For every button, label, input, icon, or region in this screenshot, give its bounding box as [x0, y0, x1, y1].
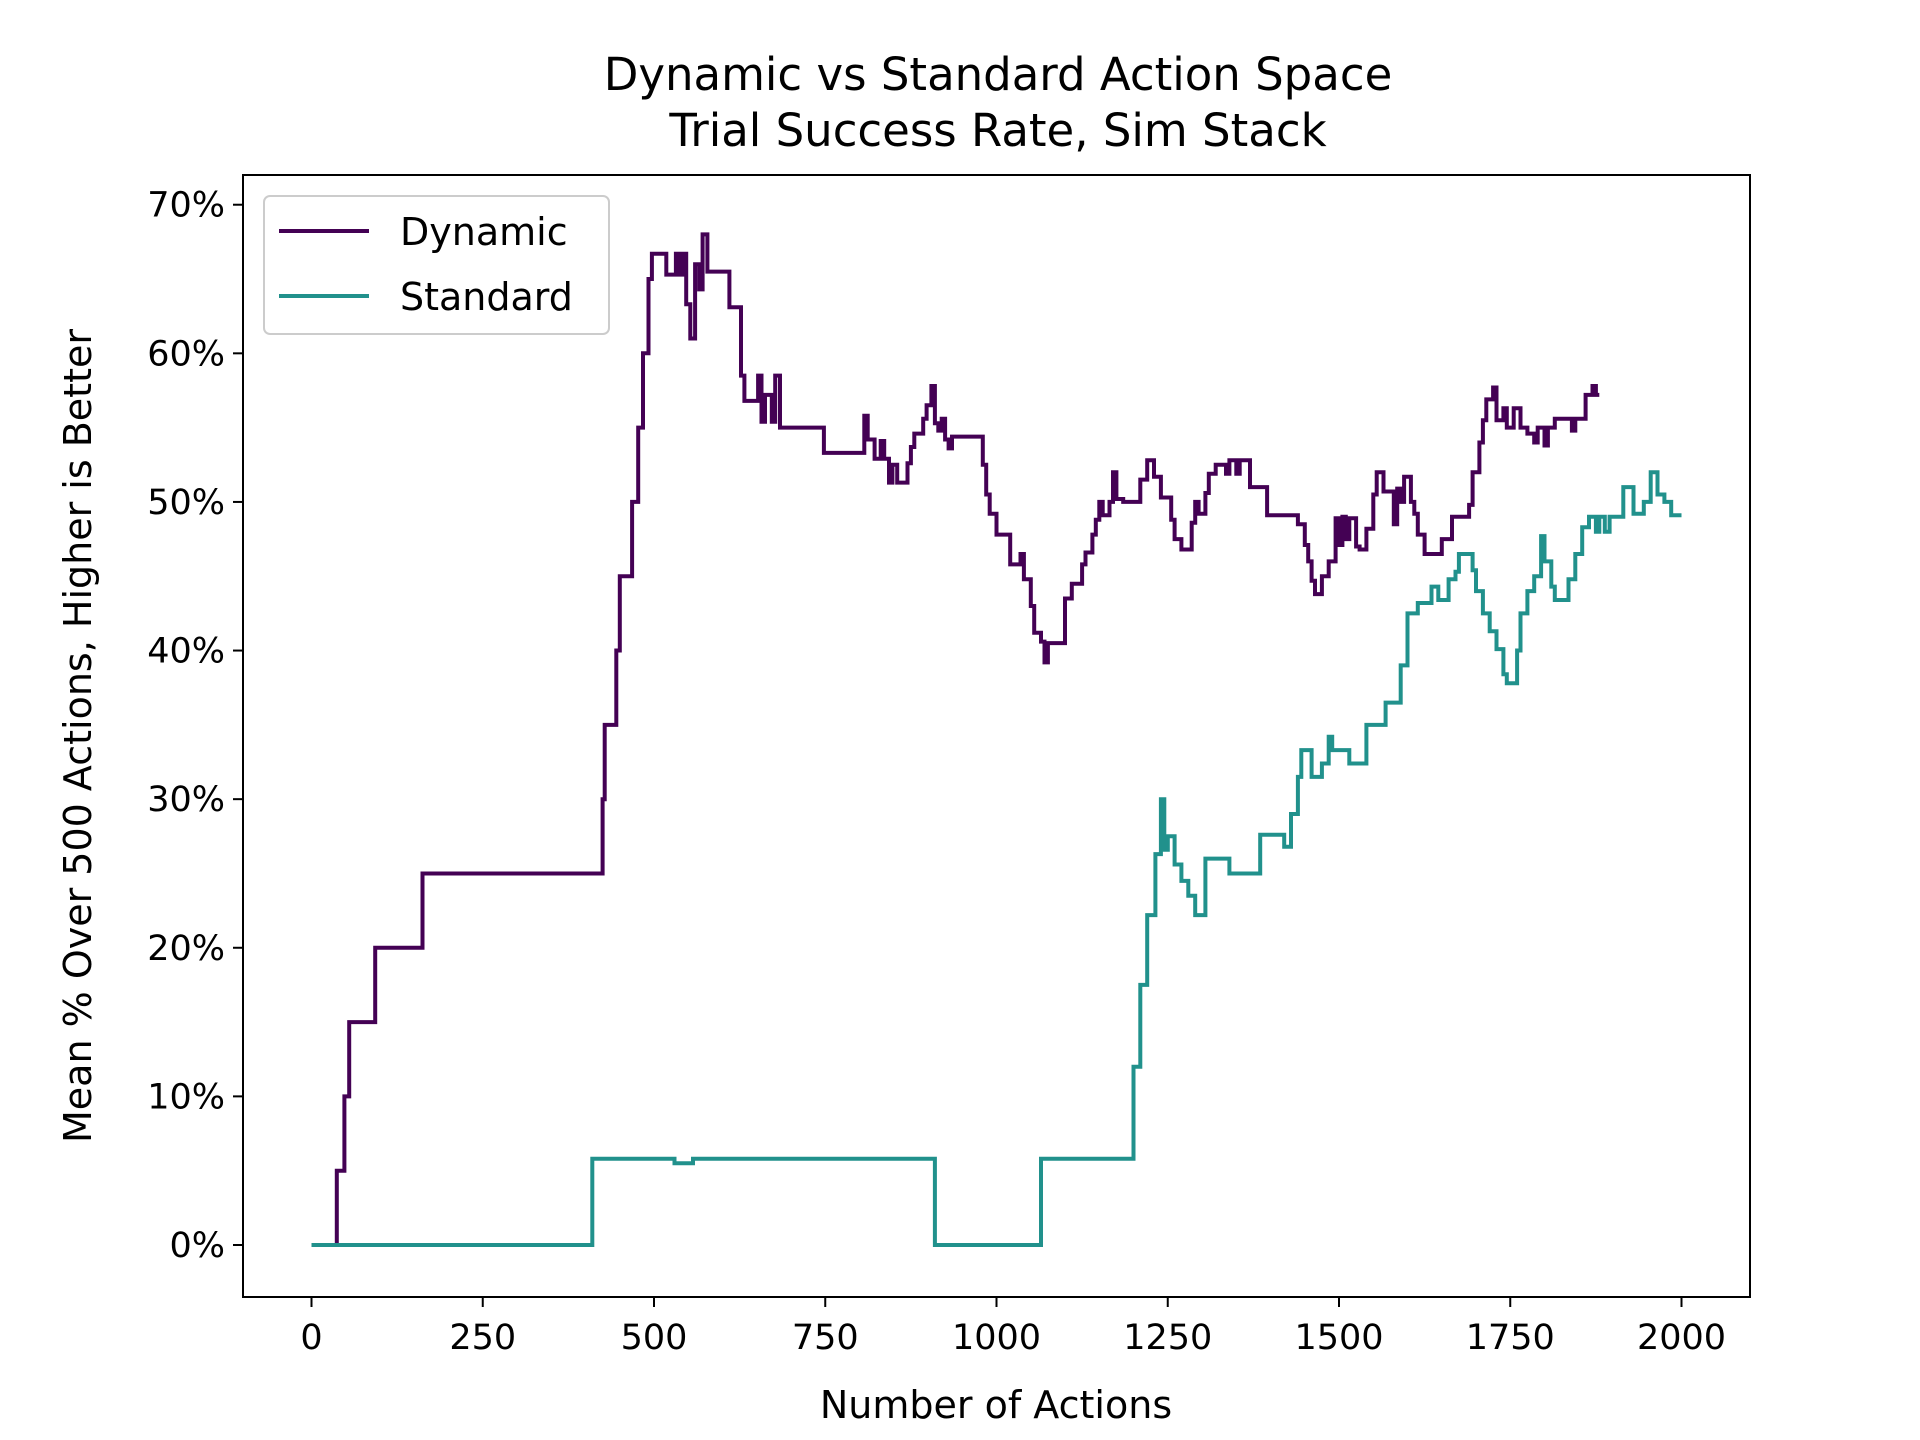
- series-line-standard: [311, 470, 1682, 1247]
- x-tick-label: 750: [792, 1318, 859, 1358]
- x-axis-label: Number of Actions: [820, 1383, 1172, 1427]
- series-line-dynamic: [311, 232, 1600, 1247]
- x-axis: 0 250 500 750 1000 1250 1500 1750 2000: [300, 1297, 1726, 1358]
- x-tick-label: 1250: [1123, 1318, 1212, 1358]
- y-tick-label: 30%: [147, 780, 225, 820]
- x-tick-label: 1500: [1294, 1318, 1383, 1358]
- legend: Dynamic Standard: [263, 195, 610, 335]
- x-tick-label: 250: [449, 1318, 516, 1358]
- x-tick-label: 500: [621, 1318, 688, 1358]
- y-axis: 0% 10% 20% 30% 40% 50% 60% 70%: [147, 186, 243, 1266]
- y-tick-label: 20%: [147, 929, 225, 969]
- y-tick-label: 50%: [147, 483, 225, 523]
- legend-label-dynamic: Dynamic: [400, 210, 568, 254]
- x-tick-label: 1000: [952, 1318, 1041, 1358]
- x-tick-label: 0: [300, 1318, 322, 1358]
- chart-title: Dynamic vs Standard Action Space: [604, 48, 1393, 101]
- y-axis-label: Mean % Over 500 Actions, Higher is Bette…: [56, 329, 100, 1143]
- y-tick-label: 40%: [147, 632, 225, 672]
- series-layer: [311, 232, 1682, 1247]
- x-tick-label: 1750: [1466, 1318, 1555, 1358]
- y-tick-label: 70%: [147, 186, 225, 226]
- y-tick-label: 60%: [147, 334, 225, 374]
- legend-label-standard: Standard: [400, 275, 573, 319]
- chart-subtitle: Trial Success Rate, Sim Stack: [668, 104, 1326, 157]
- y-tick-label: 10%: [147, 1077, 225, 1117]
- x-tick-label: 2000: [1637, 1318, 1726, 1358]
- y-tick-label: 0%: [169, 1226, 225, 1266]
